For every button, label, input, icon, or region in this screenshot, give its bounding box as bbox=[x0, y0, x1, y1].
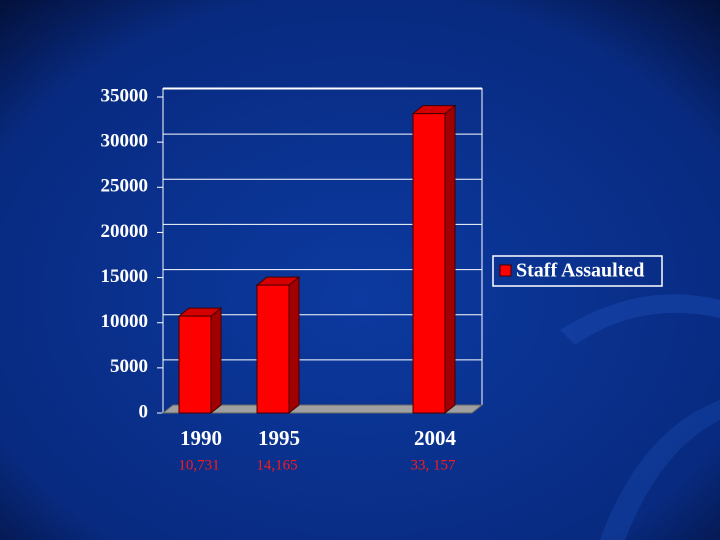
y-tick-label: 30000 bbox=[101, 131, 149, 152]
legend-label: Staff Assaulted bbox=[516, 260, 644, 282]
value-label: 10,731 bbox=[178, 457, 219, 473]
floor bbox=[161, 404, 484, 414]
y-tick-label: 5000 bbox=[110, 356, 148, 377]
bar-side bbox=[210, 307, 222, 415]
x-tick-label: 1990 bbox=[180, 426, 222, 450]
x-tick-label: 1995 bbox=[258, 426, 300, 450]
decoration bbox=[560, 294, 720, 345]
y-tick-label: 25000 bbox=[101, 176, 149, 197]
bar-side bbox=[288, 276, 300, 415]
bar bbox=[256, 284, 290, 414]
y-tick-label: 35000 bbox=[101, 85, 149, 106]
bar bbox=[178, 315, 212, 414]
value-label: 14,165 bbox=[256, 457, 297, 473]
chart: 0 5000 10000 15000 20000 25000 30000 35000 1990 1… bbox=[101, 85, 663, 473]
x-tick-label: 2004 bbox=[414, 426, 457, 450]
y-tick-label: 0 bbox=[139, 401, 149, 422]
legend-swatch bbox=[499, 264, 512, 277]
legend-box bbox=[492, 255, 663, 287]
value-label: 33, 157 bbox=[411, 457, 457, 473]
decoration bbox=[600, 400, 720, 540]
bar bbox=[412, 113, 446, 414]
y-tick-label: 15000 bbox=[101, 266, 149, 287]
y-tick-label: 10000 bbox=[101, 311, 149, 332]
bar-side bbox=[444, 104, 456, 415]
y-tick-label: 20000 bbox=[101, 221, 149, 242]
